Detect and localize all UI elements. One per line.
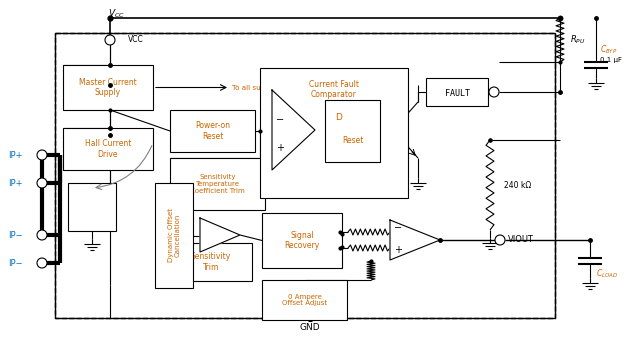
Bar: [63, 65, 153, 110]
Text: Power-on
Reset: Power-on Reset: [195, 121, 230, 141]
Text: Sensitivity
Trim: Sensitivity Trim: [191, 252, 231, 272]
Text: $C_{BYP}$: $C_{BYP}$: [600, 44, 618, 56]
Text: IP−: IP−: [8, 259, 23, 268]
Bar: [426, 78, 488, 106]
Text: 240 kΩ: 240 kΩ: [504, 180, 531, 189]
Text: +: +: [394, 245, 402, 255]
Text: VIOUT: VIOUT: [508, 236, 534, 245]
Text: Reset: Reset: [342, 136, 363, 145]
Circle shape: [105, 35, 115, 45]
Bar: [262, 213, 342, 268]
Text: −: −: [276, 115, 284, 125]
Text: GND: GND: [300, 323, 320, 332]
Text: D: D: [335, 114, 342, 122]
Text: $C_{LOAD}$: $C_{LOAD}$: [596, 268, 618, 280]
Polygon shape: [390, 220, 440, 260]
Text: +: +: [276, 143, 284, 153]
Circle shape: [37, 230, 47, 240]
Text: Dynamic Offset
Cancellation: Dynamic Offset Cancellation: [167, 209, 181, 262]
Text: IP−: IP−: [8, 230, 23, 239]
Text: To all subcircuits: To all subcircuits: [232, 84, 292, 91]
Polygon shape: [200, 218, 240, 252]
Text: $V_{CC}$: $V_{CC}$: [108, 8, 125, 20]
Bar: [170, 243, 252, 281]
Circle shape: [37, 178, 47, 188]
Bar: [55, 33, 555, 318]
Bar: [325, 100, 380, 162]
Bar: [68, 183, 116, 231]
Text: $R_{PU}$: $R_{PU}$: [570, 34, 586, 46]
Circle shape: [37, 258, 47, 268]
Text: Hall Current
Drive: Hall Current Drive: [85, 139, 131, 159]
Circle shape: [495, 235, 505, 245]
Text: 0,1 μF: 0,1 μF: [600, 57, 622, 63]
Text: FAULT: FAULT: [445, 90, 470, 98]
Circle shape: [37, 150, 47, 160]
Text: −: −: [394, 223, 402, 233]
Bar: [260, 68, 408, 198]
Polygon shape: [272, 90, 315, 170]
Text: Current Fault
Comparator: Current Fault Comparator: [309, 80, 359, 99]
Text: Sensitivity
Temperature
Coefficient Trim: Sensitivity Temperature Coefficient Trim: [190, 174, 245, 194]
Text: IP+: IP+: [8, 178, 23, 188]
Text: VCC: VCC: [128, 35, 144, 45]
Text: IP+: IP+: [8, 151, 23, 159]
Text: Signal
Recovery: Signal Recovery: [285, 231, 320, 250]
Bar: [170, 110, 255, 152]
Bar: [55, 33, 555, 318]
Circle shape: [489, 87, 499, 97]
Bar: [155, 183, 193, 288]
Bar: [170, 158, 265, 210]
Text: Master Current
Supply: Master Current Supply: [79, 78, 137, 97]
Bar: [63, 128, 153, 170]
Text: 0 Ampere
Offset Adjust: 0 Ampere Offset Adjust: [282, 294, 327, 307]
Bar: [262, 280, 347, 320]
